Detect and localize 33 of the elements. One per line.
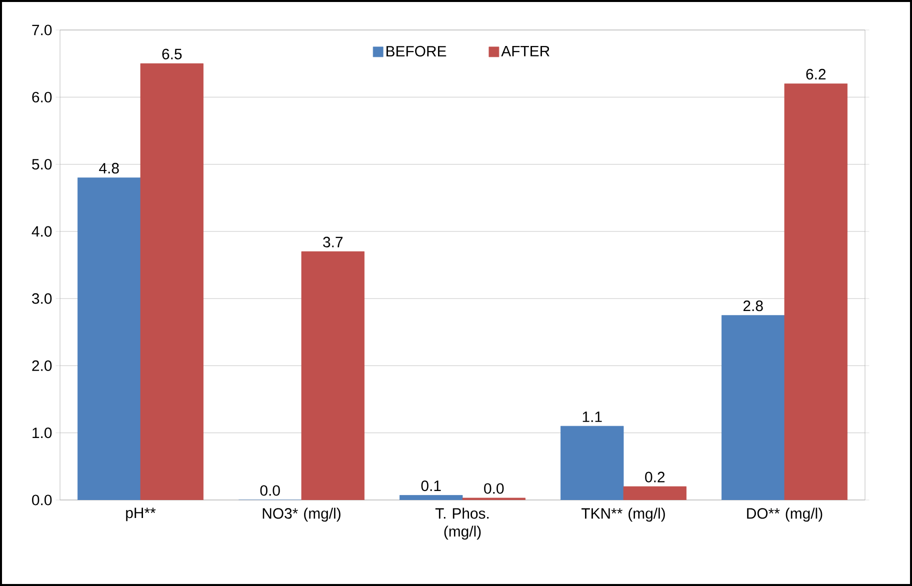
y-tick-label: 7.0 [32, 24, 52, 36]
bar [78, 178, 141, 500]
data-label: 0.1 [421, 480, 441, 492]
x-tick-label: pH** [126, 508, 156, 522]
bar [722, 315, 785, 500]
data-label: 2.8 [743, 300, 763, 312]
data-label: 6.5 [162, 48, 182, 60]
bar [400, 495, 463, 500]
y-tick-label: 6.0 [32, 92, 52, 102]
bar [560, 426, 624, 500]
x-tick-label: T. Phos. (mg/l) [435, 508, 489, 540]
data-label: 3.7 [323, 236, 343, 248]
y-tick-label: 1.0 [32, 428, 52, 438]
x-tick-label: NO3* (mg/l) [262, 508, 340, 522]
y-tick-label: 5.0 [32, 158, 52, 170]
data-label: 4.8 [99, 162, 119, 174]
x-tick-label: DO** (mg/l) [747, 508, 822, 522]
legend-label: BEFORE [386, 46, 446, 56]
data-label: 1.1 [582, 412, 602, 422]
bar [623, 486, 686, 500]
y-tick-label: 4.0 [32, 226, 52, 237]
bar [784, 84, 848, 500]
y-tick-label: 2.0 [32, 360, 52, 371]
x-tick-label: TKN** (mg/l) [581, 508, 665, 522]
y-tick-label: 0.0 [32, 494, 52, 506]
y-tick-label: 3.0 [32, 293, 52, 304]
legend-label: AFTER [501, 46, 550, 56]
data-label: 6.2 [806, 68, 826, 80]
bar [140, 63, 204, 500]
data-label: 0.0 [260, 485, 280, 496]
bar [301, 251, 364, 500]
data-label: 0.2 [645, 472, 665, 482]
data-label: 0.0 [484, 483, 504, 494]
